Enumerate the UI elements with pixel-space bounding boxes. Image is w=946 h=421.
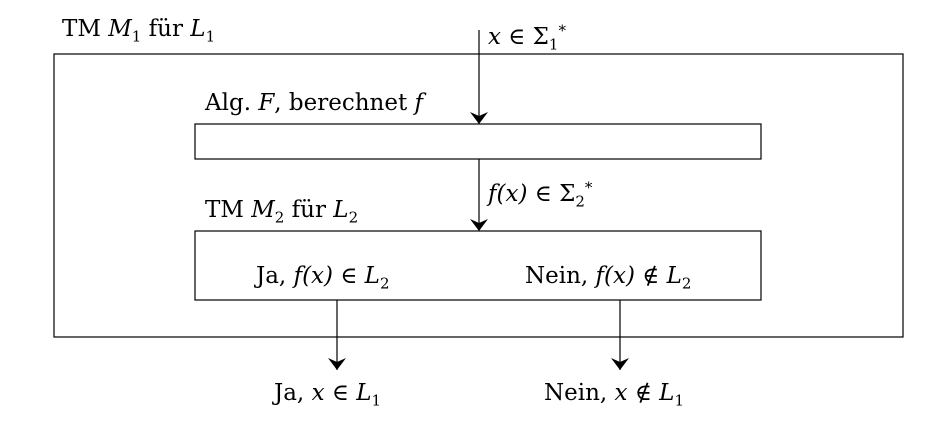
transfer-func: f <box>488 181 497 207</box>
transfer-sigma-index: 2 <box>575 192 585 211</box>
outer-language-symbol: L <box>190 16 206 42</box>
outer-machine-for: für <box>148 16 183 42</box>
inner-yes-language: L <box>364 263 380 289</box>
inner-machine-tm: TM <box>205 197 244 223</box>
inner-yes-word: Ja, <box>256 263 287 289</box>
input-label: x ∈ Σ1* <box>488 23 566 52</box>
output-no-language: L <box>659 380 675 406</box>
inner-no-language: L <box>666 263 682 289</box>
inner-machine-index: 2 <box>274 208 285 227</box>
inner-language-index: 2 <box>348 208 359 227</box>
output-yes-language-index: 1 <box>371 391 382 410</box>
inner-yes-label: Ja, f(x) ∈ L2 <box>256 263 389 292</box>
input-star: * <box>558 21 566 40</box>
output-no-language-index: 1 <box>674 391 684 410</box>
inner-no-arg: (x) <box>604 263 635 289</box>
output-no-op: ∉ <box>634 380 652 406</box>
inner-machine-for: für <box>291 197 326 223</box>
transfer-sigma: Σ <box>559 181 576 207</box>
outer-machine-index: 1 <box>131 27 142 46</box>
input-sigma: Σ <box>532 24 549 50</box>
output-yes-op: ∈ <box>331 380 349 406</box>
inner-language-symbol: L <box>333 197 349 223</box>
inner-no-label: Nein, f(x) ∉ L2 <box>525 263 691 292</box>
algorithm-prefix: Alg. <box>205 90 251 116</box>
inner-yes-func: f <box>293 263 303 289</box>
output-yes-label: Ja, x ∈ L1 <box>274 380 381 409</box>
outer-language-index: 1 <box>205 27 216 46</box>
output-yes-word: Ja, <box>274 380 305 406</box>
output-no-label: Nein, x ∉ L1 <box>544 380 684 409</box>
algorithm-rest: , berechnet <box>274 90 408 116</box>
transfer-label: f(x) ∈ Σ2* <box>488 180 592 209</box>
inner-machine-box <box>194 230 762 301</box>
transfer-op: ∈ <box>534 181 552 207</box>
inner-machine-symbol: M <box>251 197 275 223</box>
inner-no-word: Nein, <box>525 263 589 289</box>
transfer-star: * <box>584 178 593 197</box>
output-yes-language: L <box>356 380 372 406</box>
inner-no-op: ∉ <box>642 263 660 289</box>
inner-no-language-index: 2 <box>681 274 692 293</box>
inner-yes-arg: (x) <box>302 263 333 289</box>
output-yes-var: x <box>311 380 325 406</box>
algorithm-name: F <box>258 90 275 116</box>
inner-machine-label: TM M2 für L2 <box>205 197 358 226</box>
output-no-word: Nein, <box>544 380 608 406</box>
outer-machine-symbol: M <box>108 16 132 42</box>
output-no-var: x <box>614 380 628 406</box>
algorithm-func: f <box>414 90 424 116</box>
algorithm-label: Alg. F, berechnet f <box>205 92 423 115</box>
inner-yes-language-index: 2 <box>379 274 390 293</box>
algorithm-box <box>194 123 762 160</box>
input-op: ∈ <box>508 24 526 50</box>
input-sigma-index: 1 <box>548 35 559 54</box>
outer-machine-label: TM M1 für L1 <box>62 16 215 45</box>
inner-no-func: f <box>595 263 605 289</box>
input-var: x <box>488 24 501 50</box>
outer-machine-tm: TM <box>62 16 101 42</box>
transfer-arg: (x) <box>496 181 528 207</box>
inner-yes-op: ∈ <box>340 263 358 289</box>
